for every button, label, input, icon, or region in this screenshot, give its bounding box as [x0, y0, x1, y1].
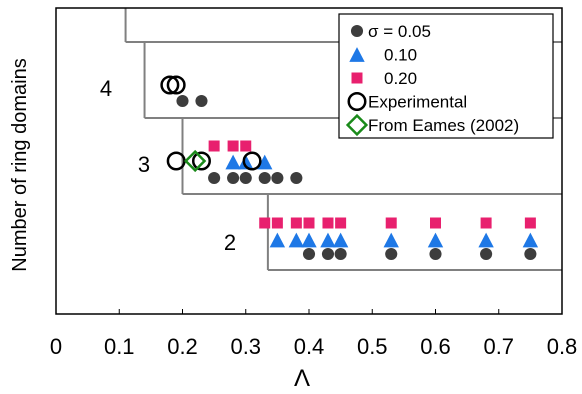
- data-point: [269, 232, 286, 248]
- legend-box: [338, 13, 554, 139]
- legend-entry: 0.20: [384, 69, 417, 88]
- legend: σ = 0.05 0.10 0.20 Experimental From Eames (…: [338, 13, 554, 139]
- data-points: [160, 75, 539, 261]
- x-tick-label: 0.7: [483, 334, 514, 359]
- x-axis-label: Λ: [294, 365, 310, 392]
- x-tick-label: 0.3: [230, 334, 261, 359]
- legend-entry: Experimental: [368, 93, 467, 112]
- data-point: [430, 217, 441, 229]
- data-point: [195, 94, 208, 108]
- data-point: [271, 217, 283, 229]
- data-point: [288, 232, 305, 248]
- region-label: 4: [100, 76, 112, 101]
- x-tick-label: 0.8: [547, 334, 578, 359]
- data-point: [166, 75, 186, 95]
- y-axis-label: Number of ring domains: [9, 58, 31, 271]
- data-point: [320, 232, 336, 248]
- data-point: [225, 154, 241, 170]
- data-point: [524, 247, 537, 261]
- legend-entry: σ = 0.05: [368, 22, 431, 41]
- x-tick-label: 0.4: [294, 334, 325, 359]
- data-point: [322, 217, 334, 229]
- data-point: [208, 171, 221, 185]
- data-point: [332, 232, 349, 248]
- data-point: [480, 217, 492, 229]
- data-point: [383, 232, 399, 248]
- data-point: [242, 151, 262, 171]
- data-point: [303, 217, 315, 229]
- data-point: [257, 154, 273, 170]
- legend-marker: [347, 92, 367, 111]
- legend-marker: [345, 113, 369, 137]
- data-point: [160, 75, 180, 95]
- region-labels: 4 3 2: [100, 76, 236, 255]
- data-point: [478, 232, 494, 248]
- x-tick-label: 0.6: [420, 334, 451, 359]
- data-point: [227, 171, 240, 185]
- legend-marker: [350, 24, 364, 38]
- data-point: [184, 149, 207, 173]
- x-tick-label: 0.5: [357, 334, 388, 359]
- x-tick-label: 0: [50, 334, 62, 359]
- x-tick-label: 0.1: [104, 334, 135, 359]
- data-point: [385, 247, 398, 261]
- legend-entry: 0.10: [384, 46, 417, 65]
- data-point: [301, 232, 317, 248]
- data-point: [239, 171, 252, 185]
- data-point: [227, 140, 239, 152]
- data-point: [524, 217, 536, 229]
- data-point: [429, 247, 442, 261]
- data-point: [302, 247, 316, 261]
- data-point: [334, 247, 347, 261]
- data-point: [238, 154, 254, 170]
- region-label: 2: [224, 230, 236, 255]
- data-point: [259, 217, 271, 229]
- data-point: [290, 171, 303, 185]
- data-point: [321, 247, 335, 261]
- data-point: [335, 217, 347, 229]
- legend-marker: [349, 47, 365, 62]
- data-point: [290, 217, 302, 229]
- region-label: 3: [138, 152, 150, 177]
- legend-entry: From Eames (2002): [368, 116, 519, 135]
- data-point: [385, 217, 397, 229]
- data-point: [480, 247, 493, 261]
- legend-marker: [351, 72, 363, 84]
- data-point: [208, 140, 220, 152]
- data-point: [271, 171, 284, 185]
- data-point: [240, 140, 252, 152]
- x-tick-label: 0.2: [167, 334, 198, 359]
- data-point: [522, 232, 539, 248]
- data-point: [176, 94, 189, 108]
- x-axis-ticks: 0 0.1 0.2 0.3 0.4 0.5 0.6 0.7 0.8: [50, 309, 577, 359]
- data-point: [258, 171, 271, 185]
- data-point: [191, 151, 211, 171]
- data-point: [427, 232, 444, 248]
